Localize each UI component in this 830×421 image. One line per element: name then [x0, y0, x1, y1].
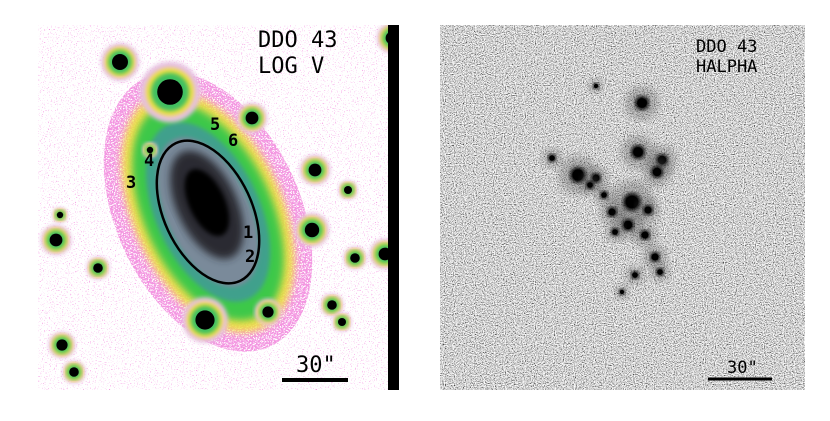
panel-title: DDO 43	[258, 28, 337, 53]
star	[378, 247, 388, 261]
hii-core	[549, 155, 555, 161]
panel-subtitle: HALPHA	[696, 57, 757, 77]
v-band-panel	[38, 25, 388, 390]
halpha-panel	[440, 25, 805, 390]
hii-core	[601, 192, 607, 198]
star	[385, 33, 388, 43]
hii-regions	[542, 78, 677, 300]
stars	[40, 25, 388, 384]
hii-core	[612, 229, 618, 235]
star	[304, 222, 320, 238]
region-label: 6	[228, 131, 238, 151]
hii-core	[641, 231, 649, 239]
region-label: 1	[243, 223, 253, 243]
region-label: 3	[126, 173, 136, 193]
hii-core	[608, 208, 616, 216]
star	[146, 146, 154, 154]
hii-core	[633, 147, 643, 157]
hii-core	[644, 206, 652, 214]
contour	[155, 139, 261, 285]
star	[49, 233, 63, 247]
star	[112, 54, 128, 70]
hii-core	[619, 289, 625, 295]
panel-title: DDO 43	[696, 37, 757, 57]
hii-core	[587, 182, 593, 188]
region-label: 4	[144, 151, 154, 171]
star	[245, 111, 259, 125]
star	[56, 211, 64, 219]
hii-core	[593, 83, 599, 89]
region-label: 5	[210, 115, 220, 135]
panel-subtitle: LOG V	[258, 54, 324, 79]
star	[350, 253, 360, 263]
hii-core	[657, 269, 663, 275]
hii-core	[623, 220, 633, 230]
star-halo	[382, 29, 388, 47]
hii-core	[632, 272, 638, 278]
star	[157, 79, 183, 105]
hii-core	[651, 253, 659, 261]
galaxy	[62, 38, 354, 386]
star	[338, 318, 346, 326]
region-label: 2	[245, 247, 255, 267]
star	[327, 300, 337, 310]
hii-core	[572, 169, 584, 181]
star	[56, 339, 68, 351]
star	[195, 310, 215, 330]
star	[69, 367, 79, 377]
scale-label: 30"	[727, 358, 758, 378]
star	[93, 263, 103, 273]
star	[344, 186, 352, 194]
divider	[388, 25, 399, 390]
star	[262, 306, 274, 318]
hii-core	[625, 195, 639, 209]
star	[308, 163, 322, 177]
scale-label: 30"	[296, 353, 336, 378]
hii-core	[652, 167, 662, 177]
hii-core	[637, 98, 647, 108]
